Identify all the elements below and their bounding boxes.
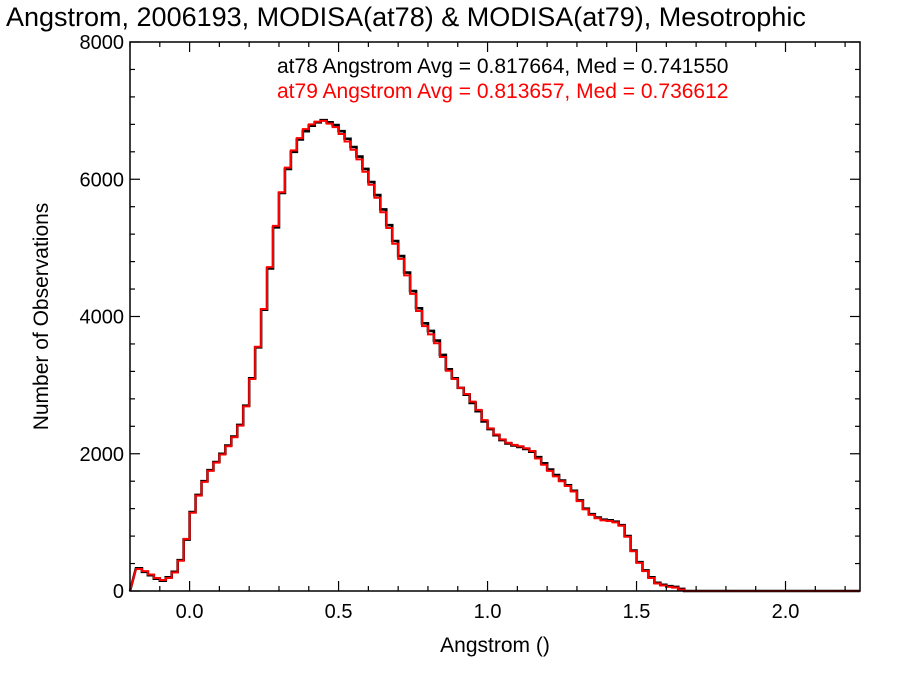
y-tick-label: 4000	[80, 307, 125, 329]
y-tick-label: 0	[113, 581, 124, 603]
x-axis-label: Angstrom ()	[440, 634, 550, 657]
x-tick-label: 0.0	[176, 601, 204, 623]
legend-entry-at78: at78 Angstrom Avg = 0.817664, Med = 0.74…	[277, 55, 728, 78]
y-axis-label: Number of Observations	[30, 203, 53, 431]
chart-title: Angstrom, 2006193, MODISA(at78) & MODISA…	[6, 2, 806, 32]
legend-entry-at79: at79 Angstrom Avg = 0.813657, Med = 0.73…	[277, 80, 728, 103]
series-line-at79	[129, 119, 860, 592]
x-tick-label: 1.0	[474, 601, 502, 623]
series-line-at78	[128, 118, 860, 593]
series-layer	[128, 118, 860, 593]
x-tick-label: 0.5	[325, 601, 353, 623]
y-tick-label: 2000	[80, 444, 125, 466]
ticks-layer: 0.0 0.5 1.0 1.5 2.0 0 2000 4000 6000 8000	[80, 32, 860, 623]
x-tick-label: 1.5	[623, 601, 651, 623]
x-tick-label: 2.0	[772, 601, 800, 623]
y-tick-label: 8000	[80, 32, 125, 54]
y-tick-label: 6000	[80, 169, 125, 191]
plot-frame	[129, 41, 861, 592]
